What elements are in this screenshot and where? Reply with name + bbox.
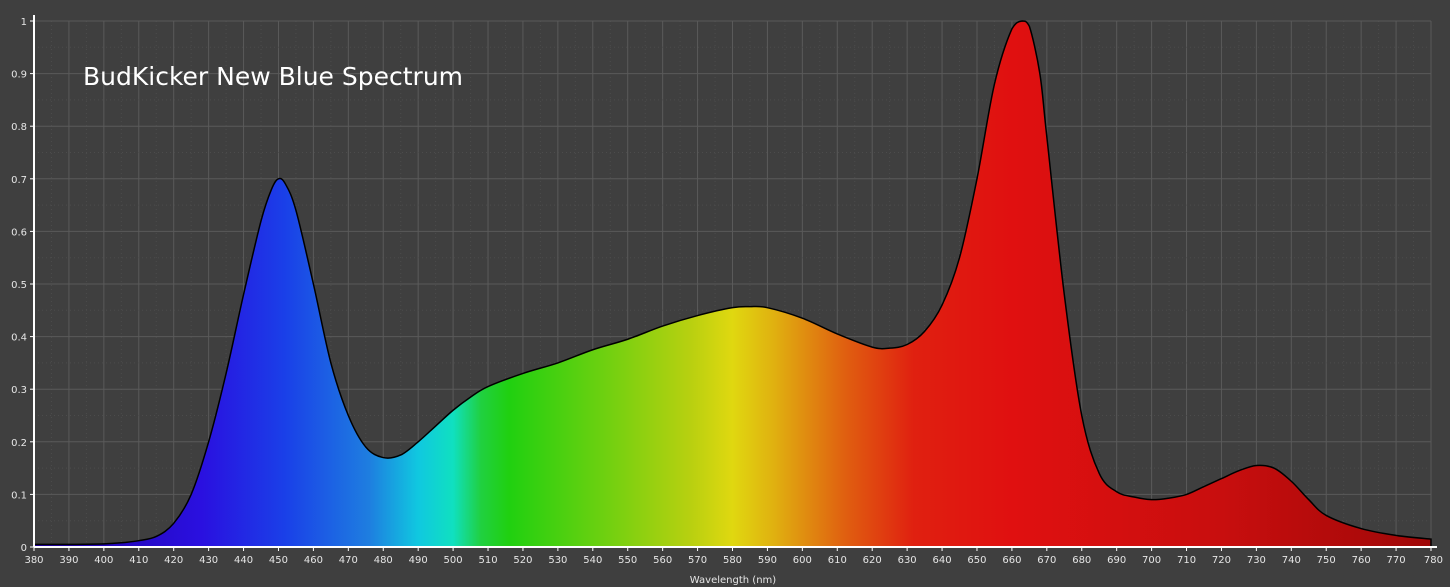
x-tick-labels: 380 390 400 410 420 430 440 450 460 470 480 490 500 5…	[24, 555, 1443, 566]
x-tick-label: 780	[1424, 555, 1443, 566]
x-tick-label: 410	[129, 555, 148, 566]
x-tick-label: 650	[967, 555, 986, 566]
y-tick-label: 1	[21, 17, 27, 28]
x-tick-label: 750	[1317, 555, 1336, 566]
x-tick-label: 640	[933, 555, 952, 566]
y-tick-label: 0.4	[11, 333, 27, 344]
x-tick-label: 690	[1107, 555, 1126, 566]
x-tick-label: 540	[583, 555, 602, 566]
x-tick-label: 610	[828, 555, 847, 566]
y-tick-label: 0.5	[11, 280, 27, 291]
x-tick-label: 620	[863, 555, 882, 566]
x-tick-label: 740	[1282, 555, 1301, 566]
x-tick-label: 660	[1002, 555, 1021, 566]
y-tick-label: 0.1	[11, 490, 27, 501]
x-tick-label: 470	[339, 555, 358, 566]
x-tick-label: 770	[1387, 555, 1406, 566]
x-tick-label: 570	[688, 555, 707, 566]
spectrum-area	[33, 20, 1432, 548]
x-tick-label: 450	[269, 555, 288, 566]
x-tick-label: 670	[1037, 555, 1056, 566]
x-tick-label: 560	[653, 555, 672, 566]
x-tick-label: 390	[59, 555, 78, 566]
y-tick-label: 0.7	[11, 175, 27, 186]
x-tick-label: 590	[758, 555, 777, 566]
x-tick-label: 520	[513, 555, 532, 566]
x-tick-label: 680	[1072, 555, 1091, 566]
x-tick-label: 510	[478, 555, 497, 566]
x-tick-label: 700	[1142, 555, 1161, 566]
x-tick-label: 430	[199, 555, 218, 566]
x-tick-label: 720	[1212, 555, 1231, 566]
x-tick-label: 760	[1352, 555, 1371, 566]
y-tick-label: 0.3	[11, 385, 27, 396]
x-tick-label: 730	[1247, 555, 1266, 566]
y-tick-label: 0.6	[11, 227, 27, 238]
x-tick-label: 490	[409, 555, 428, 566]
y-tick-label: 0	[21, 543, 27, 554]
x-tick-label: 600	[793, 555, 812, 566]
y-tick-label: 0.8	[11, 122, 27, 133]
y-tick-label: 0.9	[11, 70, 27, 81]
x-axis-label: Wavelength (nm)	[690, 575, 776, 586]
x-tick-label: 500	[444, 555, 463, 566]
chart-title: BudKicker New Blue Spectrum	[83, 62, 463, 91]
x-tick-label: 420	[164, 555, 183, 566]
x-tick-label: 630	[898, 555, 917, 566]
x-tick-label: 530	[548, 555, 567, 566]
x-tick-label: 580	[723, 555, 742, 566]
x-tick-label: 380	[24, 555, 43, 566]
x-tick-label: 440	[234, 555, 253, 566]
x-tick-label: 400	[94, 555, 113, 566]
y-tick-labels: 0 0.1 0.2 0.3 0.4 0.5 0.6 0.7 0.8 0.9 1	[11, 17, 27, 554]
y-tick-label: 0.2	[11, 438, 27, 449]
x-tick-label: 480	[374, 555, 393, 566]
x-tick-label: 460	[304, 555, 323, 566]
axes	[30, 15, 1437, 551]
x-tick-label: 710	[1177, 555, 1196, 566]
x-tick-label: 550	[618, 555, 637, 566]
